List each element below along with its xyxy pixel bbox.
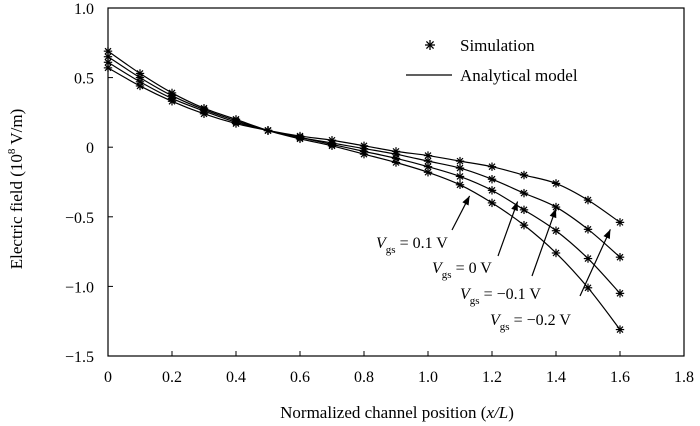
vgs-annotation-label: Vgs = −0.1 V [460,286,541,307]
simulation-point [231,115,241,124]
x-axis-title: Normalized channel position (x/L) [280,403,514,422]
vgs-annotation: Vgs = 0.1 V [376,195,471,256]
annotation-arrow-head [603,229,611,239]
annotation-arrow-line [497,201,519,257]
simulation-point [615,289,625,298]
simulation-point [327,141,337,151]
annotation-arrow-line [579,229,611,297]
y-tick-label: −1.5 [65,349,94,366]
y-tick-label: −1.0 [65,279,94,296]
analytical-model-line [107,61,621,258]
simulation-point [167,88,177,98]
vgs-annotation-label: Vgs = −0.2 V [490,312,571,333]
simulation-point [551,179,561,188]
simulation-point [455,163,465,173]
vgs-annotation: Vgs = −0.1 V [460,208,557,307]
x-tick-label: 1.6 [610,369,630,386]
simulation-point [583,254,593,263]
annotation-arrow-head [511,201,518,212]
series-vgs-neg0.2 [103,46,625,334]
series-vgs-0 [103,58,625,262]
x-tick-label: 0 [104,369,112,386]
simulation-point [487,198,497,208]
legend-item-analytical-model: Analytical model [406,66,578,85]
series-vgs-neg0.1 [103,52,625,298]
simulation-point [583,283,593,292]
simulation-point [551,202,561,212]
simulation-point [423,168,433,177]
y-tick-label: 0.5 [74,71,94,88]
x-tick-label: 0.6 [290,369,310,386]
legend-star-marker [425,40,435,50]
simulation-point [615,325,625,334]
annotation-arrow-head [462,195,470,206]
simulation-point [551,226,561,235]
legend-label-analytical-model: Analytical model [460,66,578,85]
simulation-point [135,69,145,78]
simulation-point [615,252,625,262]
y-tick-label: 0 [86,140,94,157]
x-tick-label: 0.2 [162,369,182,386]
simulation-point [359,149,369,159]
x-tick-label: 1.4 [546,369,566,386]
simulation-point [423,151,433,160]
analytical-model-line [107,56,621,294]
simulation-point [551,248,561,258]
legend-item-simulation: Simulation [425,36,535,55]
x-tick-label: 0.4 [226,369,246,386]
x-tick-label: 1.2 [482,369,502,386]
y-tick-label: −0.5 [65,210,94,227]
vgs-annotation: Vgs = −0.2 V [490,229,611,333]
simulation-point [519,220,529,230]
simulation-point [455,172,465,181]
vgs-annotation-label: Vgs = 0.1 V [376,235,448,256]
vgs-annotation: Vgs = 0 V [432,201,519,281]
analytical-model-line [107,50,621,330]
plot-area-frame [107,7,685,357]
simulation-point [583,225,593,234]
x-tick-label: 1.8 [674,369,694,386]
simulation-point [487,186,497,195]
annotation-arrow-line [531,208,557,277]
legend-label-simulation: Simulation [460,36,535,55]
simulation-point [263,126,273,135]
simulation-point [199,104,209,113]
y-axis-title: Electric field (108 V/m) [6,109,26,270]
vgs-annotation-label: Vgs = 0 V [432,260,492,281]
simulation-point [487,175,497,184]
simulation-point [615,218,625,227]
y-tick-label: 1.0 [74,1,94,18]
annotation-arrow-head [549,208,557,219]
simulation-point [391,158,401,167]
simulation-point [487,162,497,171]
x-tick-label: 1.0 [418,369,438,386]
simulation-point [519,188,529,198]
simulation-point [519,170,529,180]
simulation-point [103,46,113,56]
simulation-point [295,134,305,144]
x-tick-label: 0.8 [354,369,374,386]
legend: Simulation Analytical model [406,36,578,85]
simulation-point [519,205,529,215]
simulation-point [583,195,593,205]
simulation-point [455,180,465,189]
